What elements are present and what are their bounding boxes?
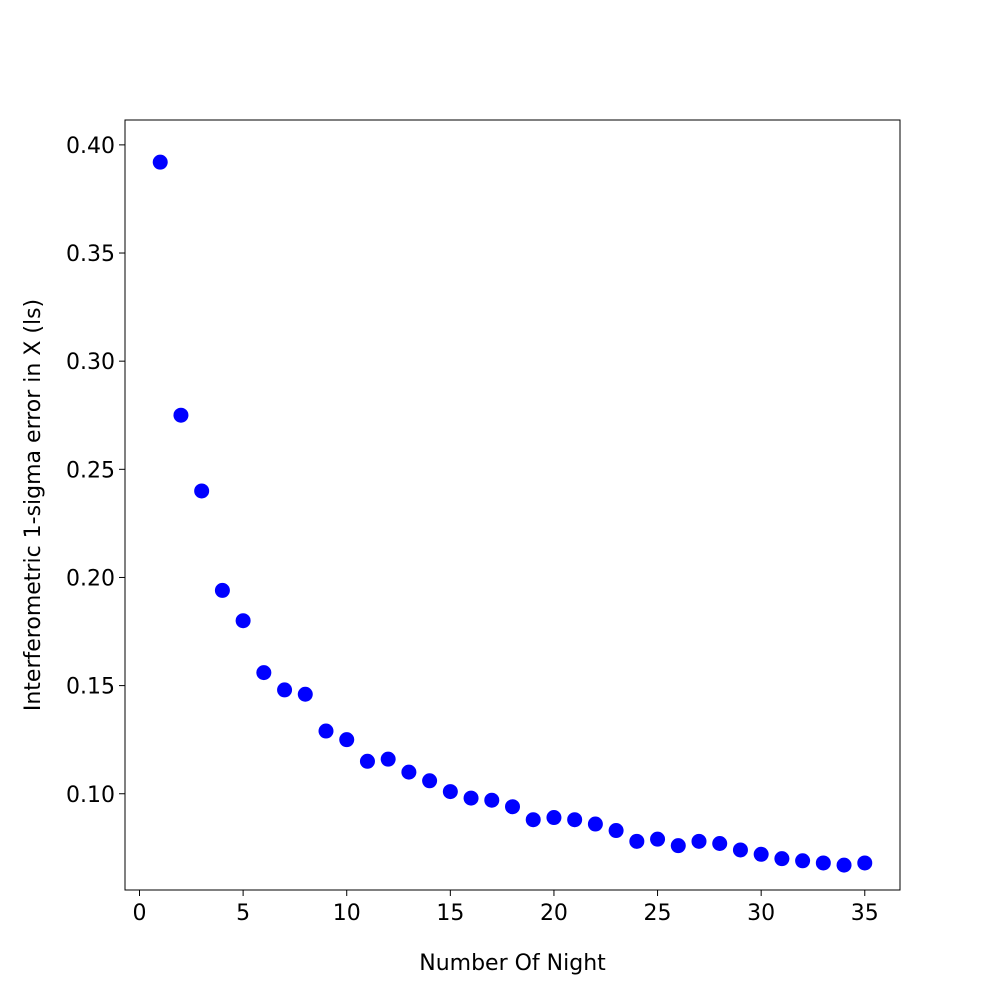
data-point	[442, 784, 458, 800]
y-tick-label: 0.35	[66, 242, 115, 267]
data-point	[401, 764, 417, 780]
data-point	[795, 853, 811, 869]
data-point	[173, 407, 189, 423]
data-point	[297, 686, 313, 702]
x-tick-label: 25	[644, 901, 672, 926]
x-tick-label: 10	[333, 901, 361, 926]
y-tick-label: 0.25	[66, 458, 115, 483]
data-point	[359, 753, 375, 769]
data-point	[629, 833, 645, 849]
data-point	[753, 846, 769, 862]
x-tick-label: 5	[236, 901, 250, 926]
data-point	[836, 857, 852, 873]
data-point	[567, 812, 583, 828]
y-axis: 0.10 0.15 0.20 0.25 0.30 0.35 0.40	[66, 134, 125, 808]
data-point	[815, 855, 831, 871]
data-point	[608, 823, 624, 839]
data-point	[256, 665, 272, 681]
data-point	[670, 838, 686, 854]
data-point	[650, 831, 666, 847]
x-axis-title: Number Of Night	[419, 951, 606, 976]
data-point	[463, 790, 479, 806]
x-tick-label: 30	[747, 901, 775, 926]
y-tick-label: 0.30	[66, 350, 115, 375]
data-point	[277, 682, 293, 698]
y-tick-label: 0.20	[66, 566, 115, 591]
y-axis-title: Interferometric 1-sigma error in X (ls)	[21, 299, 46, 711]
data-point	[235, 613, 251, 629]
x-tick-label: 35	[851, 901, 879, 926]
y-tick-label: 0.10	[66, 783, 115, 808]
data-point	[194, 483, 210, 499]
data-point	[691, 833, 707, 849]
data-point	[857, 855, 873, 871]
data-point	[505, 799, 520, 815]
data-point	[339, 732, 355, 748]
y-tick-label: 0.40	[66, 134, 115, 159]
data-point	[484, 792, 500, 808]
data-point	[422, 773, 438, 789]
data-point	[712, 835, 728, 851]
data-points	[152, 154, 873, 873]
data-point	[525, 812, 541, 828]
data-point	[318, 723, 334, 739]
data-point	[587, 816, 603, 832]
data-point	[214, 582, 230, 598]
data-point	[774, 851, 790, 867]
x-tick-label: 20	[540, 901, 568, 926]
data-point	[380, 751, 396, 767]
data-point	[546, 810, 562, 826]
data-point	[152, 154, 168, 170]
plot-area-frame	[124, 119, 901, 891]
data-point	[732, 842, 748, 858]
x-axis: 0 5 10 15 20 25 30 35	[133, 890, 879, 926]
x-tick-label: 0	[133, 901, 147, 926]
x-tick-label: 15	[436, 901, 464, 926]
y-tick-label: 0.15	[66, 675, 115, 700]
